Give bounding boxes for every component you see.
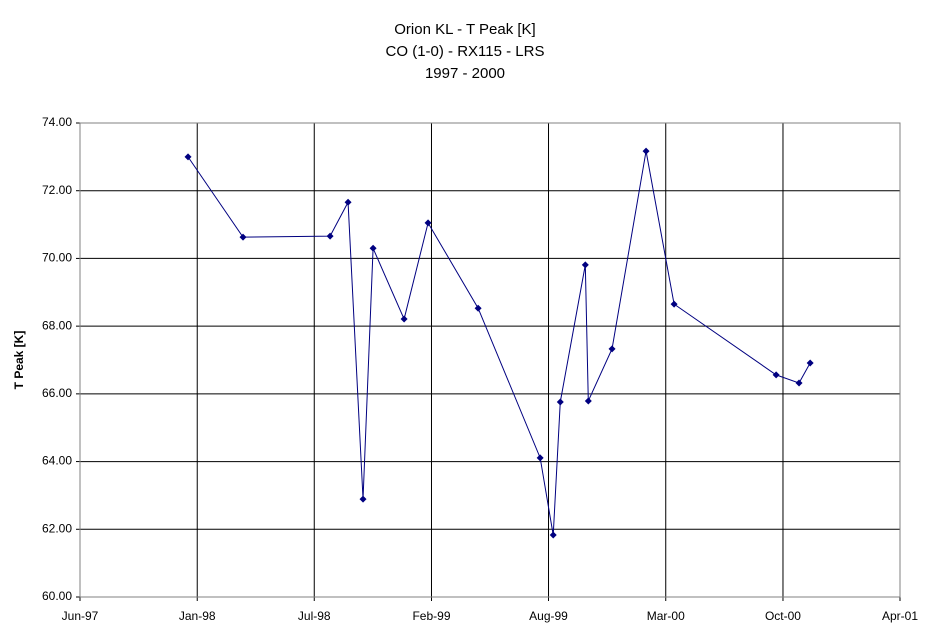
- x-tick-label: Feb-99: [412, 609, 450, 623]
- data-point: [772, 371, 780, 379]
- y-tick-label: 70.00: [42, 251, 72, 265]
- x-tick-label: Mar-00: [647, 609, 685, 623]
- x-tick-label: Apr-01: [882, 609, 918, 623]
- data-point: [642, 147, 650, 155]
- x-tick-label: Jan-98: [179, 609, 216, 623]
- data-point: [608, 345, 616, 353]
- y-tick-label: 72.00: [42, 183, 72, 197]
- data-point: [670, 300, 678, 308]
- data-point: [795, 379, 803, 387]
- chart-subtitle: 1997 - 2000: [425, 65, 505, 82]
- data-point: [239, 233, 247, 241]
- y-tick-label: 68.00: [42, 318, 72, 332]
- data-point: [184, 153, 192, 161]
- data-point: [326, 232, 334, 240]
- data-point: [549, 531, 557, 539]
- data-point: [424, 219, 432, 227]
- data-point: [581, 261, 589, 269]
- chart-subtitle: CO (1-0) - RX115 - LRS: [386, 43, 545, 60]
- x-tick-label: Jul-98: [298, 609, 331, 623]
- data-point: [806, 359, 814, 367]
- x-tick-label: Oct-00: [765, 609, 801, 623]
- plot-area: [80, 123, 900, 597]
- data-point: [536, 454, 544, 462]
- data-point: [474, 304, 482, 312]
- y-tick-label: 66.00: [42, 386, 72, 400]
- x-tick-label: Aug-99: [529, 609, 568, 623]
- data-point: [359, 495, 367, 503]
- y-axis-label: T Peak [K]: [12, 331, 26, 390]
- y-tick-label: 64.00: [42, 454, 72, 468]
- y-tick-label: 60.00: [42, 589, 72, 603]
- chart-title: Orion KL - T Peak [K]: [394, 21, 535, 38]
- data-point: [344, 198, 352, 206]
- x-tick-label: Jun-97: [62, 609, 99, 623]
- data-point: [400, 315, 408, 323]
- data-point: [584, 397, 592, 405]
- data-point: [369, 244, 377, 252]
- data-line: [187, 151, 811, 536]
- y-tick-label: 62.00: [42, 521, 72, 535]
- y-tick-label: 74.00: [42, 115, 72, 129]
- data-point: [556, 398, 564, 406]
- plot-border: [79, 122, 901, 598]
